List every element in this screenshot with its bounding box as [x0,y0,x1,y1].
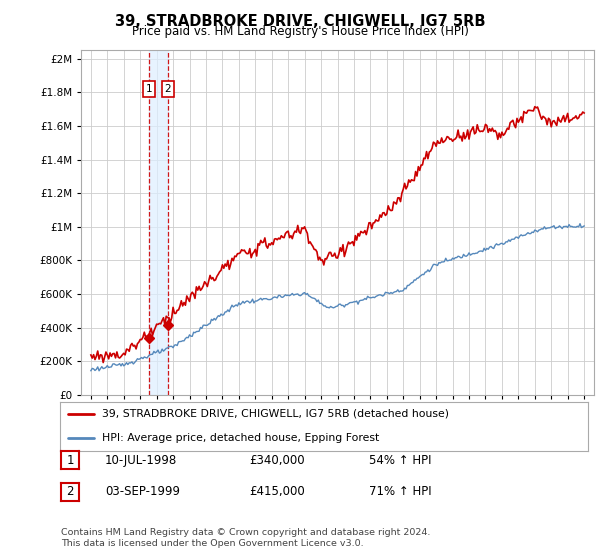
Text: 2: 2 [67,485,74,498]
Text: 1: 1 [67,454,74,467]
Text: 2: 2 [164,84,171,94]
Text: Contains HM Land Registry data © Crown copyright and database right 2024.
This d: Contains HM Land Registry data © Crown c… [61,528,431,548]
Text: HPI: Average price, detached house, Epping Forest: HPI: Average price, detached house, Eppi… [102,433,379,444]
Text: 39, STRADBROKE DRIVE, CHIGWELL, IG7 5RB: 39, STRADBROKE DRIVE, CHIGWELL, IG7 5RB [115,14,485,29]
Text: 10-JUL-1998: 10-JUL-1998 [105,454,177,467]
Text: 39, STRADBROKE DRIVE, CHIGWELL, IG7 5RB (detached house): 39, STRADBROKE DRIVE, CHIGWELL, IG7 5RB … [102,409,449,419]
Text: 03-SEP-1999: 03-SEP-1999 [105,485,180,498]
Text: 1: 1 [146,84,152,94]
Text: £415,000: £415,000 [249,485,305,498]
Text: Price paid vs. HM Land Registry's House Price Index (HPI): Price paid vs. HM Land Registry's House … [131,25,469,38]
Text: 54% ↑ HPI: 54% ↑ HPI [369,454,431,467]
Bar [149,50,167,395]
Text: 71% ↑ HPI: 71% ↑ HPI [369,485,431,498]
Text: £340,000: £340,000 [249,454,305,467]
